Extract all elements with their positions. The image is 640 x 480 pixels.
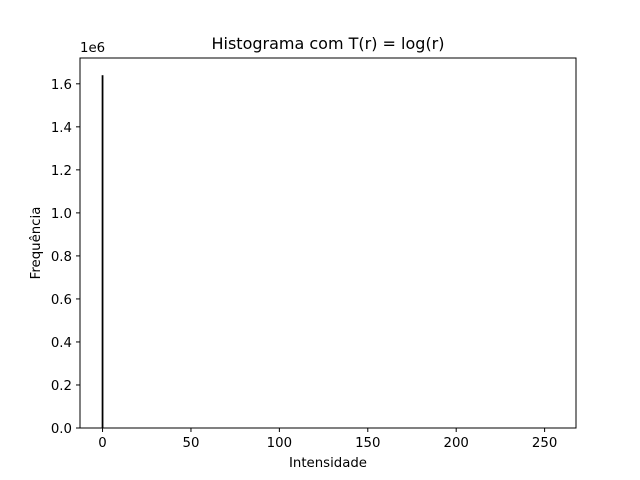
y-tick-label: 1.6 [51, 78, 72, 93]
x-tick-label: 100 [267, 436, 292, 451]
y-offset-text: 1e6 [80, 41, 105, 56]
x-tick-label: 50 [182, 436, 199, 451]
y-tick-label: 0.4 [51, 336, 72, 351]
y-axis-ticks: 0.0 0.2 0.4 0.6 0.8 1.0 1.2 1.4 1.6 [51, 78, 80, 437]
y-axis-label: Frequência [28, 207, 44, 280]
y-tick-label: 1.4 [51, 121, 72, 136]
y-tick-label: 0.2 [51, 379, 72, 394]
y-tick-label: 0.0 [51, 422, 72, 437]
x-tick-label: 150 [355, 436, 380, 451]
x-axis-label: Intensidade [289, 456, 367, 471]
x-tick-label: 0 [98, 436, 106, 451]
y-tick-label: 0.6 [51, 293, 72, 308]
x-tick-label: 250 [532, 436, 557, 451]
y-tick-label: 1.2 [51, 164, 72, 179]
x-tick-label: 200 [444, 436, 469, 451]
histogram-bar [101, 75, 104, 429]
chart-title: Histograma com T(r) = log(r) [211, 34, 444, 53]
y-tick-label: 0.8 [51, 250, 72, 265]
histogram-bars [101, 75, 104, 429]
plot-frame [79, 57, 577, 429]
y-tick-label: 1.0 [51, 207, 72, 222]
x-axis-ticks: 0 50 100 150 200 250 [98, 428, 557, 451]
